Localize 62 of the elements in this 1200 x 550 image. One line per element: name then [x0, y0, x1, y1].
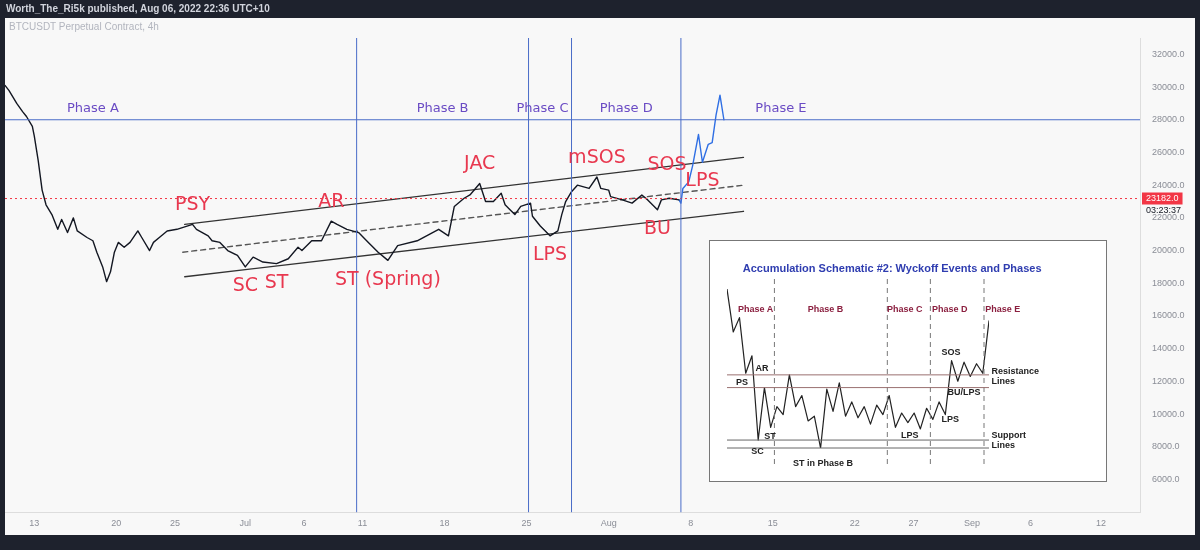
x-tick-label: 15	[767, 518, 778, 529]
y-tick-label: 24000.0	[1152, 179, 1185, 190]
x-tick-label: 6	[1028, 518, 1034, 529]
chart-title: Accumulation Schematic #2: Wyckoff Events and Phases	[742, 262, 1042, 275]
annotation: SC	[232, 273, 258, 296]
y-tick-label: 14000.0	[1152, 343, 1185, 354]
annotation: LPS	[532, 241, 568, 264]
x-tick-label: Sep	[963, 518, 980, 529]
annotation: JAC	[463, 151, 496, 174]
annotation: AR	[755, 362, 769, 373]
y-tick-label: 30000.0	[1152, 81, 1185, 92]
y-tick-label: 26000.0	[1152, 146, 1185, 157]
annotation: Phase D	[931, 304, 968, 315]
annotation: Support Lines	[991, 429, 1026, 450]
x-tick-label: Aug	[600, 518, 617, 529]
ref-line-label: 23182.0	[1146, 193, 1179, 204]
annotation: ST in Phase B	[793, 458, 854, 469]
annotation: PSY	[174, 192, 211, 215]
y-tick-label: 22000.0	[1152, 212, 1185, 223]
y-tick-label: 32000.0	[1152, 48, 1185, 59]
text: 03:23:37	[1146, 204, 1182, 215]
annotation: LPS	[941, 413, 960, 424]
y-tick-label: 12000.0	[1152, 375, 1185, 386]
annotation: Phase E	[985, 304, 1021, 315]
x-tick-label: 22	[849, 518, 860, 529]
ref-line-label: Phase A	[67, 100, 119, 116]
annotation: Phase A	[738, 304, 774, 315]
annotation: ST	[264, 269, 289, 292]
y-tick-label: 10000.0	[1152, 408, 1185, 419]
x-tick-label: 13	[29, 518, 40, 529]
x-tick-label: 12	[1095, 518, 1106, 529]
y-tick-label: 16000.0	[1152, 310, 1185, 321]
annotation: AR	[318, 188, 345, 211]
x-tick-label: 8	[688, 518, 694, 529]
x-tick-label: 20	[111, 518, 122, 529]
annotation: Resistance Lines	[991, 365, 1040, 386]
x-tick-label: Jul	[239, 518, 252, 529]
ref-line-label: Phase E	[755, 100, 807, 116]
annotation: PS	[735, 377, 748, 388]
x-tick-label: 6	[301, 518, 307, 529]
annotation: SOS	[941, 347, 961, 358]
annotation: BU/LPS	[947, 386, 981, 397]
chart-title: BTCUSDT Perpetual Contract, 4h	[9, 20, 159, 32]
annotation: ST	[764, 431, 777, 442]
x-tick-label: 25	[521, 518, 532, 529]
annotation: Phase C	[887, 304, 924, 315]
x-tick-label: 25	[169, 518, 180, 529]
annotation: LPS	[901, 429, 919, 440]
annotation: Phase B	[807, 304, 844, 315]
y-tick-label: 6000.0	[1152, 473, 1180, 484]
y-tick-label: 8000.0	[1152, 441, 1180, 452]
text: Worth_The_Ri5k published, Aug 06, 2022 22:36 UTC+10	[6, 3, 270, 14]
x-tick-label: 11	[357, 518, 368, 529]
ref-line-label: Phase D	[599, 100, 653, 116]
y-tick-label: 28000.0	[1152, 114, 1185, 125]
y-tick-label: 20000.0	[1152, 245, 1185, 256]
ref-line-label: Phase B	[416, 100, 469, 116]
annotation: SC	[751, 445, 765, 456]
x-tick-label: 18	[439, 518, 450, 529]
annotation: BU	[644, 215, 671, 238]
y-tick-label: 18000.0	[1152, 277, 1185, 288]
x-tick-label: 27	[908, 518, 919, 529]
